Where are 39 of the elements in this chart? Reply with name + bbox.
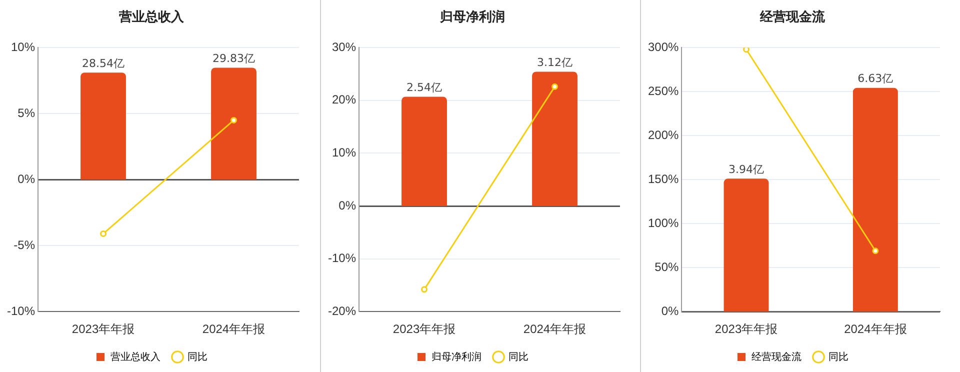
data-label: 28.54亿 <box>82 56 125 70</box>
legend-label: 同比 <box>188 350 208 363</box>
y-tick-label: 0% <box>18 172 36 186</box>
y-tick-label: 50% <box>654 260 680 274</box>
chart-title: 归母净利润 <box>439 9 505 26</box>
x-tick-label: 2024年年报 <box>844 322 907 336</box>
y-tick-label: 10% <box>10 40 36 54</box>
y-tick-label: 5% <box>18 106 36 120</box>
y-tick-label: 0% <box>661 304 680 318</box>
y-tick-label: -20% <box>328 304 356 318</box>
y-tick-label: 0% <box>338 198 356 212</box>
legend-label: 营业总收入 <box>110 350 160 363</box>
y-tick-label: 300% <box>648 40 680 54</box>
x-tick-label: 2023年年报 <box>72 322 135 336</box>
x-tick-label: 2023年年报 <box>714 322 778 336</box>
legend-label: 同比 <box>508 350 528 363</box>
legend-label: 归母净利润 <box>432 350 482 363</box>
data-label: 29.83亿 <box>212 52 256 66</box>
data-label: 2.54亿 <box>406 81 442 94</box>
y-tick-label: 100% <box>648 216 680 230</box>
chart-title: 经营现金流 <box>759 9 826 26</box>
data-label: 6.63亿 <box>858 72 894 86</box>
chart-title: 营业总收入 <box>118 9 185 26</box>
y-tick-label: 20% <box>332 92 356 107</box>
legend-label: 经营现金流 <box>752 350 802 363</box>
legend-label: 同比 <box>828 350 848 363</box>
x-tick-label: 2023年年报 <box>392 322 456 336</box>
data-label: 3.94亿 <box>728 163 764 176</box>
y-tick-label: 10% <box>332 146 356 160</box>
y-tick-label: -10% <box>328 251 356 266</box>
y-tick-label: -5% <box>14 238 36 252</box>
y-tick-label: -10% <box>7 304 36 318</box>
data-label: 3.12亿 <box>537 56 573 70</box>
x-tick-label: 2024年年报 <box>523 322 586 336</box>
x-tick-label: 2024年年报 <box>202 322 266 336</box>
y-tick-label: 30% <box>332 40 356 54</box>
y-tick-label: 150% <box>648 172 680 186</box>
y-tick-label: 250% <box>648 84 680 98</box>
y-tick-label: 200% <box>648 128 680 142</box>
